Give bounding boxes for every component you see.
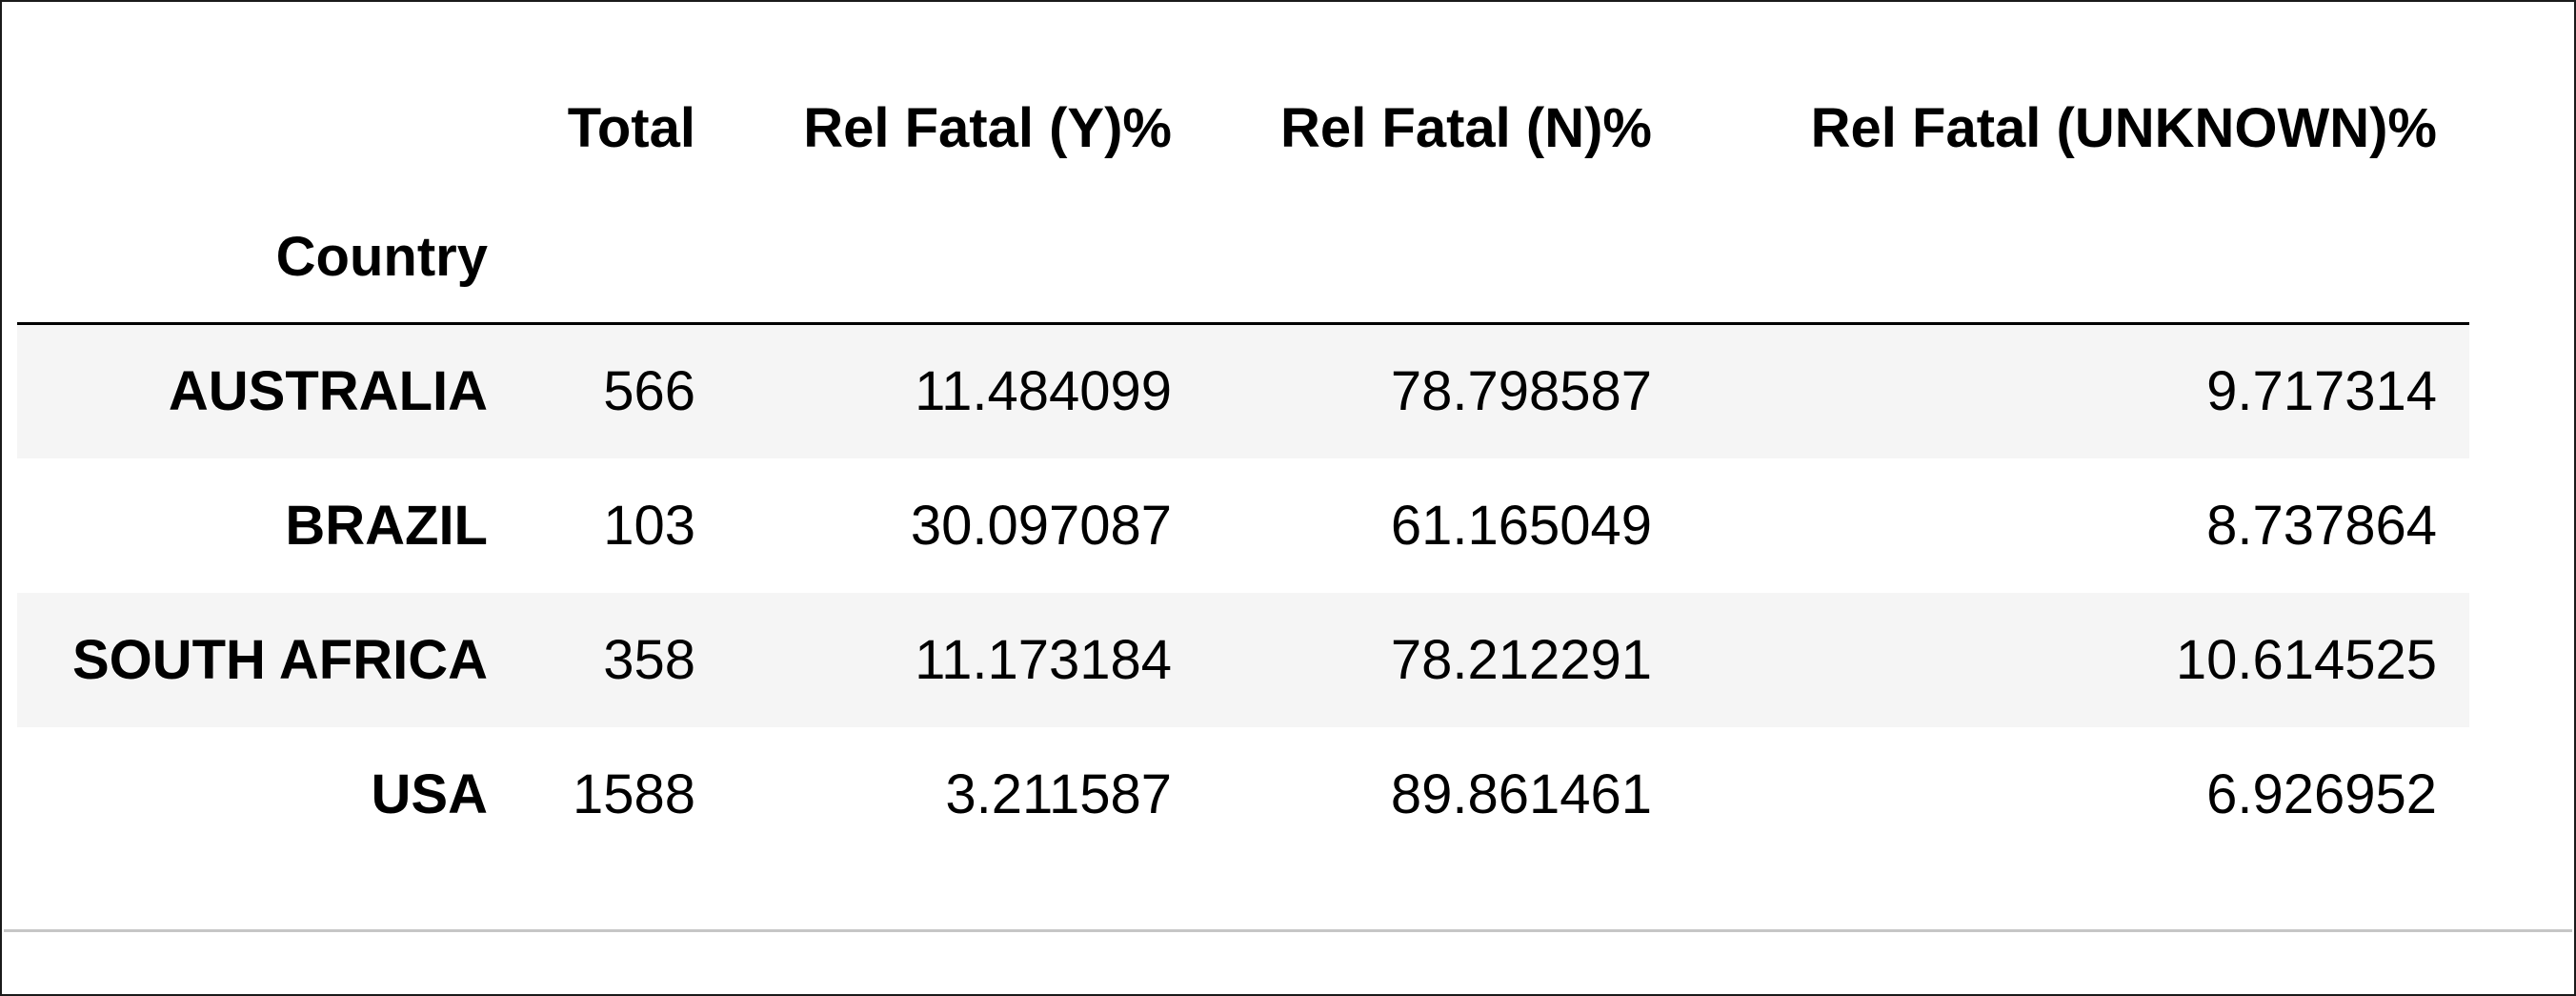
index-row-blank-cell xyxy=(1204,191,1684,325)
cell-total: 566 xyxy=(603,360,695,423)
cell-rel-fatal-unknown: 10.614525 xyxy=(2175,628,2437,691)
cell-rel-fatal-n: 61.165049 xyxy=(1390,494,1652,557)
column-header-rel-fatal-n: Rel Fatal (N)% xyxy=(1280,96,1652,159)
column-header-rel-fatal-unknown: Rel Fatal (UNKNOWN)% xyxy=(1810,96,2437,159)
cell-rel-fatal-y: 30.097087 xyxy=(910,494,1172,557)
cell-total: 358 xyxy=(603,628,695,691)
table-row: BRAZIL 103 30.097087 61.165049 8.737864 xyxy=(17,458,2469,593)
row-label: SOUTH AFRICA xyxy=(71,628,488,691)
index-row-blank-cell xyxy=(1684,191,2469,325)
cell-rel-fatal-n: 78.798587 xyxy=(1390,360,1652,423)
cell-rel-fatal-y: 11.484099 xyxy=(915,360,1172,423)
row-label: BRAZIL xyxy=(285,494,488,557)
column-header-row: Total Rel Fatal (Y)% Rel Fatal (N)% Rel … xyxy=(17,65,2469,191)
cell-total: 1588 xyxy=(572,762,695,825)
dataframe-table: Total Rel Fatal (Y)% Rel Fatal (N)% Rel … xyxy=(17,65,2469,862)
index-name-label: Country xyxy=(17,191,520,325)
index-row-blank-cell xyxy=(728,191,1204,325)
cell-total: 103 xyxy=(603,494,695,557)
table-row: SOUTH AFRICA 358 11.173184 78.212291 10.… xyxy=(17,592,2469,727)
cell-rel-fatal-y: 11.173184 xyxy=(915,628,1172,691)
output-divider xyxy=(4,929,2572,932)
column-header-rel-fatal-y: Rel Fatal (Y)% xyxy=(803,96,1172,159)
table-row: AUSTRALIA 566 11.484099 78.798587 9.7173… xyxy=(17,323,2469,458)
cell-rel-fatal-unknown: 6.926952 xyxy=(2206,762,2437,825)
cell-rel-fatal-n: 78.212291 xyxy=(1390,628,1652,691)
header-blank-cell xyxy=(17,65,520,191)
cell-rel-fatal-unknown: 8.737864 xyxy=(2206,494,2437,557)
cell-rel-fatal-unknown: 9.717314 xyxy=(2206,360,2437,423)
cell-rel-fatal-y: 3.211587 xyxy=(945,762,1172,825)
cell-rel-fatal-n: 89.861461 xyxy=(1390,762,1652,825)
column-header-total: Total xyxy=(567,96,695,159)
index-name-row: Country xyxy=(17,191,2469,325)
row-label: AUSTRALIA xyxy=(168,360,488,423)
table-row: USA 1588 3.211587 89.861461 6.926952 xyxy=(17,727,2469,862)
index-row-blank-cell xyxy=(520,191,728,325)
row-label: USA xyxy=(371,762,488,825)
